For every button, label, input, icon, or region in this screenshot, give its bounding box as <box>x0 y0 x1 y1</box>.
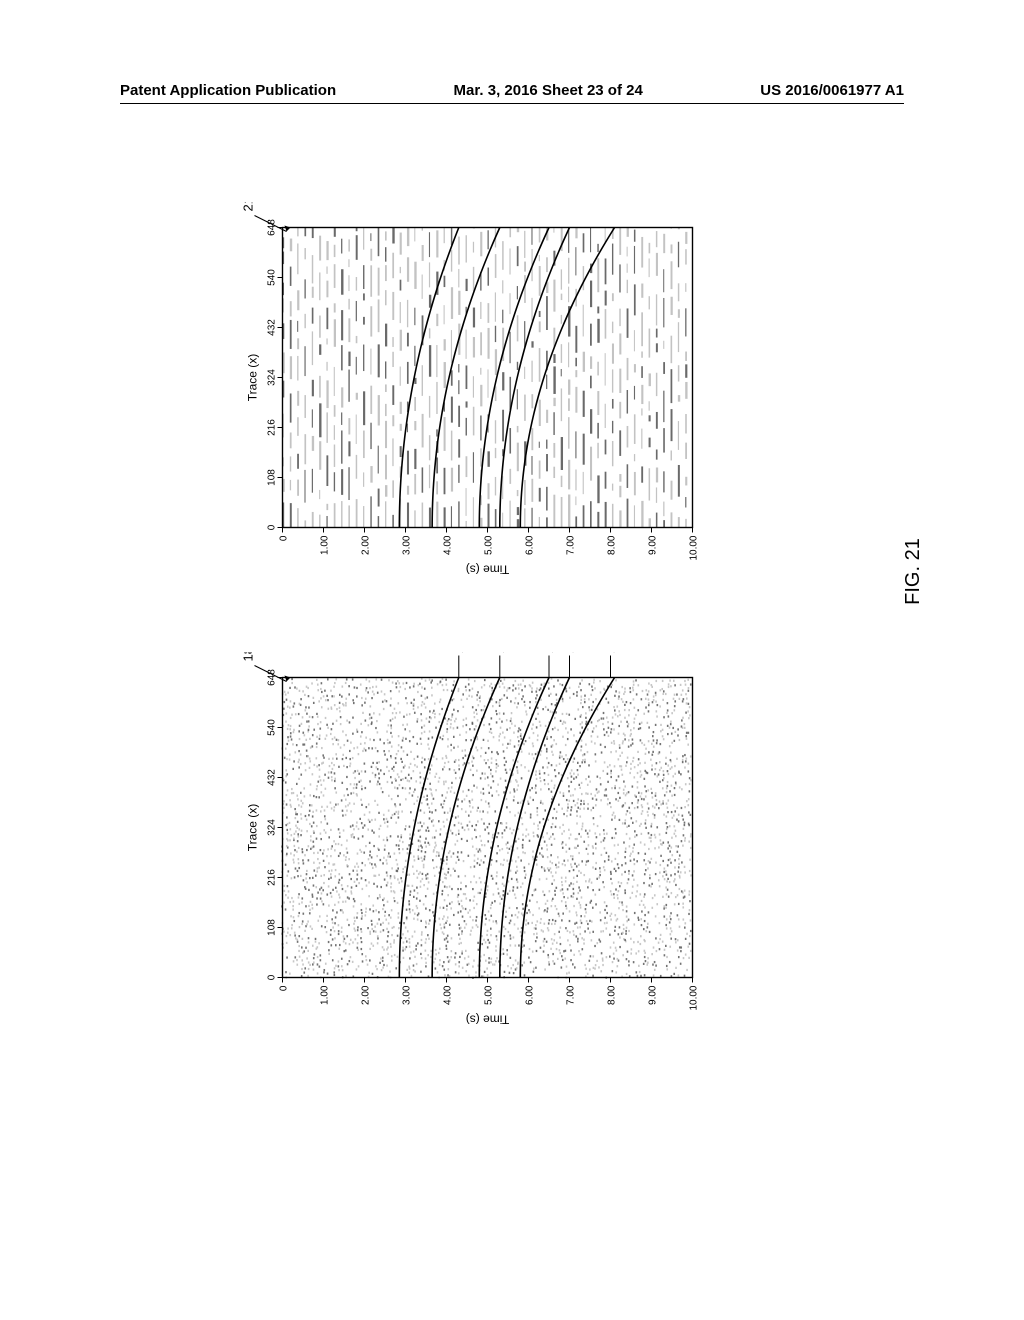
svg-text:9.00: 9.00 <box>648 535 659 555</box>
svg-text:216: 216 <box>267 869 278 886</box>
svg-text:2.00: 2.00 <box>361 535 372 555</box>
svg-text:6.00: 6.00 <box>525 985 536 1005</box>
svg-text:7.00: 7.00 <box>566 535 577 555</box>
svg-text:1810: 1810 <box>542 653 556 654</box>
svg-text:10.00: 10.00 <box>689 985 700 1010</box>
left-chart-svg: 0 108 216 324 432 540 648 Trace (x) 0 1.00 2.00 3.0… <box>228 653 758 1033</box>
svg-text:5.00: 5.00 <box>484 535 495 555</box>
svg-text:0: 0 <box>267 524 278 530</box>
header-center: Mar. 3, 2016 Sheet 23 of 24 <box>454 82 643 99</box>
svg-text:3.00: 3.00 <box>402 985 413 1005</box>
svg-text:1.00: 1.00 <box>320 535 331 555</box>
header-right: US 2016/0061977 A1 <box>760 82 904 99</box>
svg-text:3.00: 3.00 <box>402 535 413 555</box>
right-chart-svg: 0 108 216 324 432 540 648 Trace (x) 0 1.00 2.00 3.0… <box>228 203 758 583</box>
svg-text:7.00: 7.00 <box>566 985 577 1005</box>
svg-text:Time (s): Time (s) <box>466 563 510 577</box>
svg-text:10.00: 10.00 <box>689 535 700 560</box>
svg-text:Trace (x): Trace (x) <box>246 354 260 402</box>
svg-text:1804: 1804 <box>452 653 466 654</box>
svg-text:432: 432 <box>267 769 278 786</box>
svg-text:1.00: 1.00 <box>320 985 331 1005</box>
svg-text:8.00: 8.00 <box>607 535 618 555</box>
svg-text:0: 0 <box>279 535 290 541</box>
svg-text:6.00: 6.00 <box>525 535 536 555</box>
svg-text:108: 108 <box>267 469 278 486</box>
svg-text:5.00: 5.00 <box>484 985 495 1005</box>
svg-text:Time (s): Time (s) <box>466 1013 510 1027</box>
page-header: Patent Application Publication Mar. 3, 2… <box>120 82 904 104</box>
svg-text:108: 108 <box>267 919 278 936</box>
svg-text:4.00: 4.00 <box>443 535 454 555</box>
svg-text:216: 216 <box>267 419 278 436</box>
svg-text:648: 648 <box>267 219 278 236</box>
charts-container: 0 108 216 324 432 540 648 Trace (x) 0 1.00 2.00 3.0… <box>228 178 763 1058</box>
svg-text:8.00: 8.00 <box>607 985 618 1005</box>
right-chart-block: 0 108 216 324 432 540 648 Trace (x) 0 1.00 2.00 3.0… <box>228 203 763 583</box>
svg-text:2102: 2102 <box>241 203 256 212</box>
svg-text:432: 432 <box>267 319 278 336</box>
figure-caption: FIG. 21 <box>902 538 925 605</box>
svg-text:0: 0 <box>279 985 290 991</box>
svg-text:4.00: 4.00 <box>443 985 454 1005</box>
svg-text:324: 324 <box>267 819 278 836</box>
svg-text:540: 540 <box>267 269 278 286</box>
svg-text:1802: 1802 <box>241 653 256 662</box>
svg-text:2.00: 2.00 <box>361 985 372 1005</box>
svg-text:9.00: 9.00 <box>648 985 659 1005</box>
left-chart-block: 0 108 216 324 432 540 648 Trace (x) 0 1.00 2.00 3.0… <box>228 653 763 1033</box>
svg-text:648: 648 <box>267 669 278 686</box>
header-left: Patent Application Publication <box>120 82 336 99</box>
svg-text:1808: 1808 <box>604 653 618 654</box>
charts-row: 0 108 216 324 432 540 648 Trace (x) 0 1.00 2.00 3.0… <box>228 203 763 1033</box>
svg-text:324: 324 <box>267 369 278 386</box>
svg-text:1806: 1806 <box>493 653 507 654</box>
svg-text:540: 540 <box>267 719 278 736</box>
svg-text:Trace (x): Trace (x) <box>246 804 260 852</box>
svg-text:0: 0 <box>267 974 278 980</box>
svg-text:1812: 1812 <box>563 653 577 654</box>
